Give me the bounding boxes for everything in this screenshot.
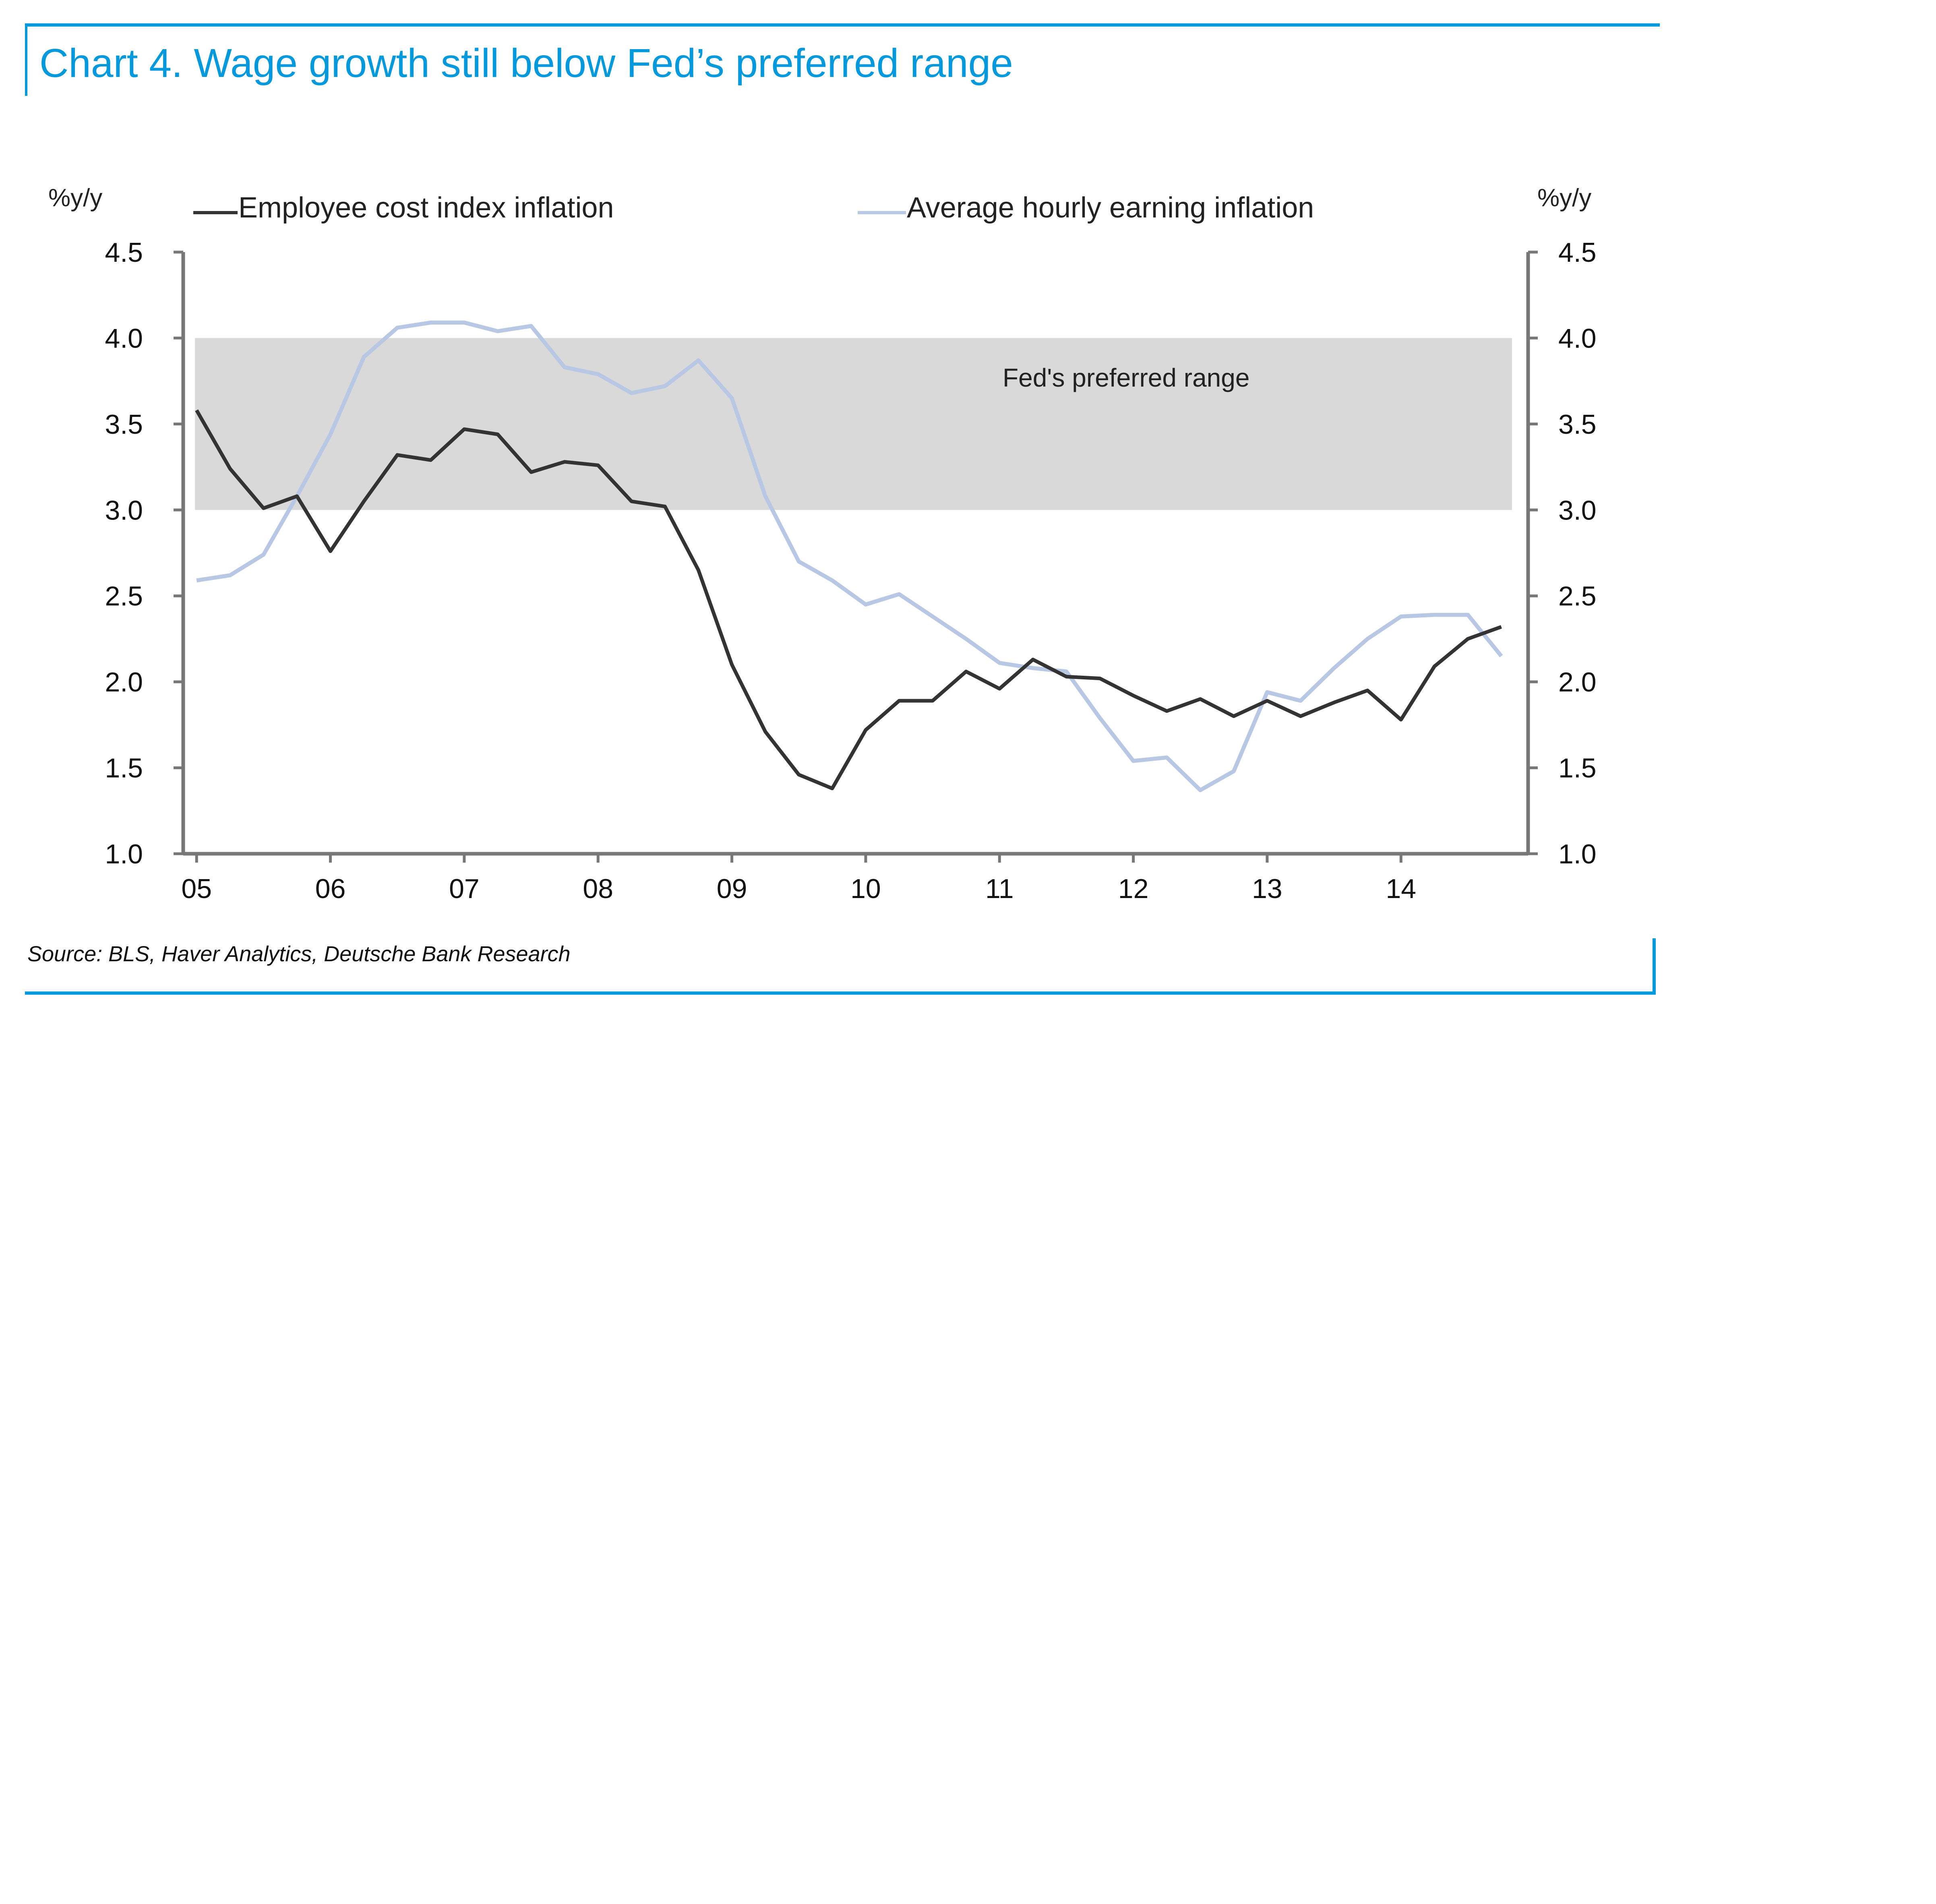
x-tick-label: 07 (449, 873, 480, 904)
y-tick-label-left: 3.0 (105, 495, 143, 526)
x-tick-label: 06 (315, 873, 346, 904)
x-tick-label: 12 (1118, 873, 1149, 904)
x-tick-label: 11 (985, 873, 1014, 904)
y-tick-label-right: 3.0 (1558, 495, 1597, 526)
chart-title: Chart 4. Wage growth still below Fed’s p… (39, 41, 1013, 86)
fed-range-band (195, 338, 1512, 510)
y-tick-label-left: 4.0 (105, 323, 143, 354)
series-line-ahe (196, 321, 1503, 793)
x-tick-label: 08 (583, 873, 613, 904)
y-tick-label-left: 1.0 (105, 839, 143, 869)
series-line-eci (195, 409, 1502, 791)
y-tick-label-right: 2.0 (1558, 667, 1597, 697)
x-tick-label: 09 (717, 873, 747, 904)
legend-label-ahe: Average hourly earning inflation (907, 192, 1314, 224)
chart-svg: 1.0 1.0 1.5 1.5 2.0 2.0 2.5 2.5 3.0 3.0 3.5 3.5 4.0 4… (48, 184, 1597, 904)
source-note: Source: BLS, Haver Analytics, Deutsche B… (27, 942, 571, 966)
y-axis-label-left: %y/y (48, 184, 102, 212)
band-label: Fed's preferred range (1003, 363, 1249, 392)
y-tick-label-right: 3.5 (1558, 409, 1597, 440)
y-tick-label-left: 2.5 (105, 581, 143, 612)
x-tick-label: 10 (850, 873, 881, 904)
y-axis-label-right: %y/y (1537, 184, 1591, 212)
frame-top-rule (25, 23, 1660, 27)
y-tick-label-right: 1.5 (1558, 753, 1597, 784)
y-tick-label-right: 4.0 (1558, 323, 1597, 354)
frame-bottom-rule (25, 991, 1656, 995)
x-tick-label: 13 (1252, 873, 1282, 904)
y-tick-label-left: 4.5 (105, 237, 143, 268)
frame-right-rule (1653, 938, 1656, 995)
x-tick-label: 14 (1386, 873, 1416, 904)
frame-left-rule (25, 23, 27, 96)
y-tick-label-right: 4.5 (1558, 237, 1597, 268)
x-tick-label: 05 (181, 873, 212, 904)
y-tick-label-right: 2.5 (1558, 581, 1597, 612)
y-tick-label-left: 1.5 (105, 753, 143, 784)
legend-label-eci: Employee cost index inflation (238, 192, 614, 224)
y-tick-label-left: 3.5 (105, 409, 143, 440)
y-tick-label-left: 2.0 (105, 667, 143, 697)
y-tick-label-right: 1.0 (1558, 839, 1597, 869)
